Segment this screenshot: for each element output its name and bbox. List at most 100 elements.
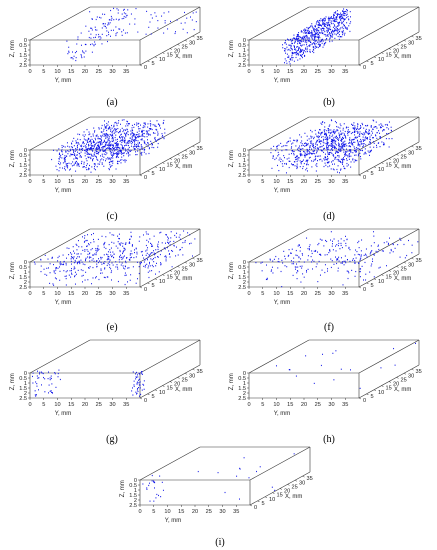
y-tick-label: 35 bbox=[123, 69, 129, 75]
data-point bbox=[137, 142, 139, 144]
x-tick-label: 30 bbox=[189, 373, 195, 379]
data-point bbox=[315, 35, 317, 37]
data-point bbox=[123, 155, 125, 157]
data-point bbox=[123, 247, 125, 249]
data-point bbox=[147, 247, 148, 249]
data-point bbox=[83, 131, 85, 133]
data-point bbox=[293, 42, 295, 44]
x-tick-label: 30 bbox=[189, 150, 195, 156]
data-point bbox=[255, 262, 257, 264]
data-point bbox=[337, 270, 339, 272]
data-point bbox=[70, 276, 72, 278]
data-point bbox=[352, 124, 353, 126]
data-point bbox=[333, 169, 335, 171]
data-point bbox=[108, 143, 110, 145]
data-point bbox=[157, 19, 159, 22]
x-tick-label: 25 bbox=[401, 44, 407, 50]
data-point bbox=[300, 161, 302, 164]
data-point bbox=[306, 48, 308, 50]
data-point bbox=[337, 137, 338, 139]
x-tick-mark bbox=[358, 397, 362, 400]
data-point bbox=[303, 261, 305, 263]
data-point bbox=[315, 23, 317, 25]
x-tick-mark bbox=[169, 270, 173, 272]
data-point bbox=[125, 260, 127, 262]
x-tick-mark bbox=[192, 257, 195, 260]
data-point bbox=[81, 246, 83, 248]
data-point bbox=[90, 144, 92, 146]
data-point bbox=[383, 242, 385, 244]
x-tick-label: 20 bbox=[284, 489, 290, 495]
data-point bbox=[304, 37, 306, 39]
data-point bbox=[317, 160, 318, 162]
data-point bbox=[331, 161, 332, 163]
data-point bbox=[347, 134, 349, 136]
data-point bbox=[329, 165, 331, 167]
data-point bbox=[326, 141, 328, 143]
data-point bbox=[84, 250, 86, 252]
data-point bbox=[131, 141, 133, 143]
data-point bbox=[343, 23, 345, 26]
data-point bbox=[133, 385, 135, 388]
data-point bbox=[300, 258, 302, 260]
y-tick-label: 10 bbox=[273, 402, 279, 408]
data-point bbox=[133, 126, 135, 128]
data-point bbox=[83, 138, 85, 140]
data-point bbox=[138, 266, 140, 268]
x-tick-mark bbox=[147, 282, 150, 285]
data-point bbox=[360, 155, 361, 158]
data-point bbox=[337, 129, 339, 132]
data-point bbox=[330, 21, 332, 23]
data-point bbox=[82, 147, 84, 150]
z-tick-label: 0.5 bbox=[19, 265, 27, 271]
data-point bbox=[349, 249, 351, 251]
data-point bbox=[305, 142, 307, 144]
data-point bbox=[344, 260, 346, 262]
data-point bbox=[350, 166, 352, 168]
data-point bbox=[85, 43, 87, 46]
data-point bbox=[337, 240, 339, 242]
data-point bbox=[80, 44, 82, 46]
data-point bbox=[341, 140, 343, 142]
data-point bbox=[313, 36, 315, 38]
data-point bbox=[91, 149, 93, 151]
data-point bbox=[79, 149, 81, 151]
data-point bbox=[61, 149, 63, 151]
data-point bbox=[322, 27, 324, 29]
data-point bbox=[344, 144, 346, 146]
data-point bbox=[127, 142, 129, 144]
data-point bbox=[175, 31, 176, 33]
data-point bbox=[290, 152, 292, 155]
data-point bbox=[66, 40, 68, 42]
data-point bbox=[71, 257, 73, 259]
data-point bbox=[117, 9, 119, 11]
data-point bbox=[82, 269, 84, 272]
data-point bbox=[70, 252, 71, 254]
y-axis: 0 5 10 15 20 25 30 35Y, mm bbox=[247, 175, 348, 194]
data-point bbox=[331, 140, 333, 142]
data-point bbox=[59, 152, 60, 154]
data-point bbox=[399, 256, 401, 258]
data-point bbox=[320, 149, 322, 152]
data-point bbox=[338, 143, 340, 146]
data-point bbox=[165, 242, 166, 244]
data-point bbox=[160, 250, 162, 252]
data-point bbox=[322, 353, 324, 355]
data-point bbox=[107, 147, 109, 149]
data-point bbox=[90, 153, 92, 155]
y-axis-title: Y, mm bbox=[55, 411, 72, 417]
data-point bbox=[284, 265, 286, 267]
data-point bbox=[145, 130, 147, 132]
data-point bbox=[411, 244, 413, 246]
data-point bbox=[104, 241, 106, 244]
data-point bbox=[135, 376, 137, 378]
data-point bbox=[105, 25, 106, 28]
data-point bbox=[373, 137, 374, 139]
data-point bbox=[90, 249, 92, 251]
data-point bbox=[350, 145, 351, 148]
data-point bbox=[76, 160, 77, 163]
data-point bbox=[304, 28, 306, 30]
data-point bbox=[326, 148, 328, 150]
data-point bbox=[330, 16, 332, 18]
data-point bbox=[149, 128, 151, 130]
